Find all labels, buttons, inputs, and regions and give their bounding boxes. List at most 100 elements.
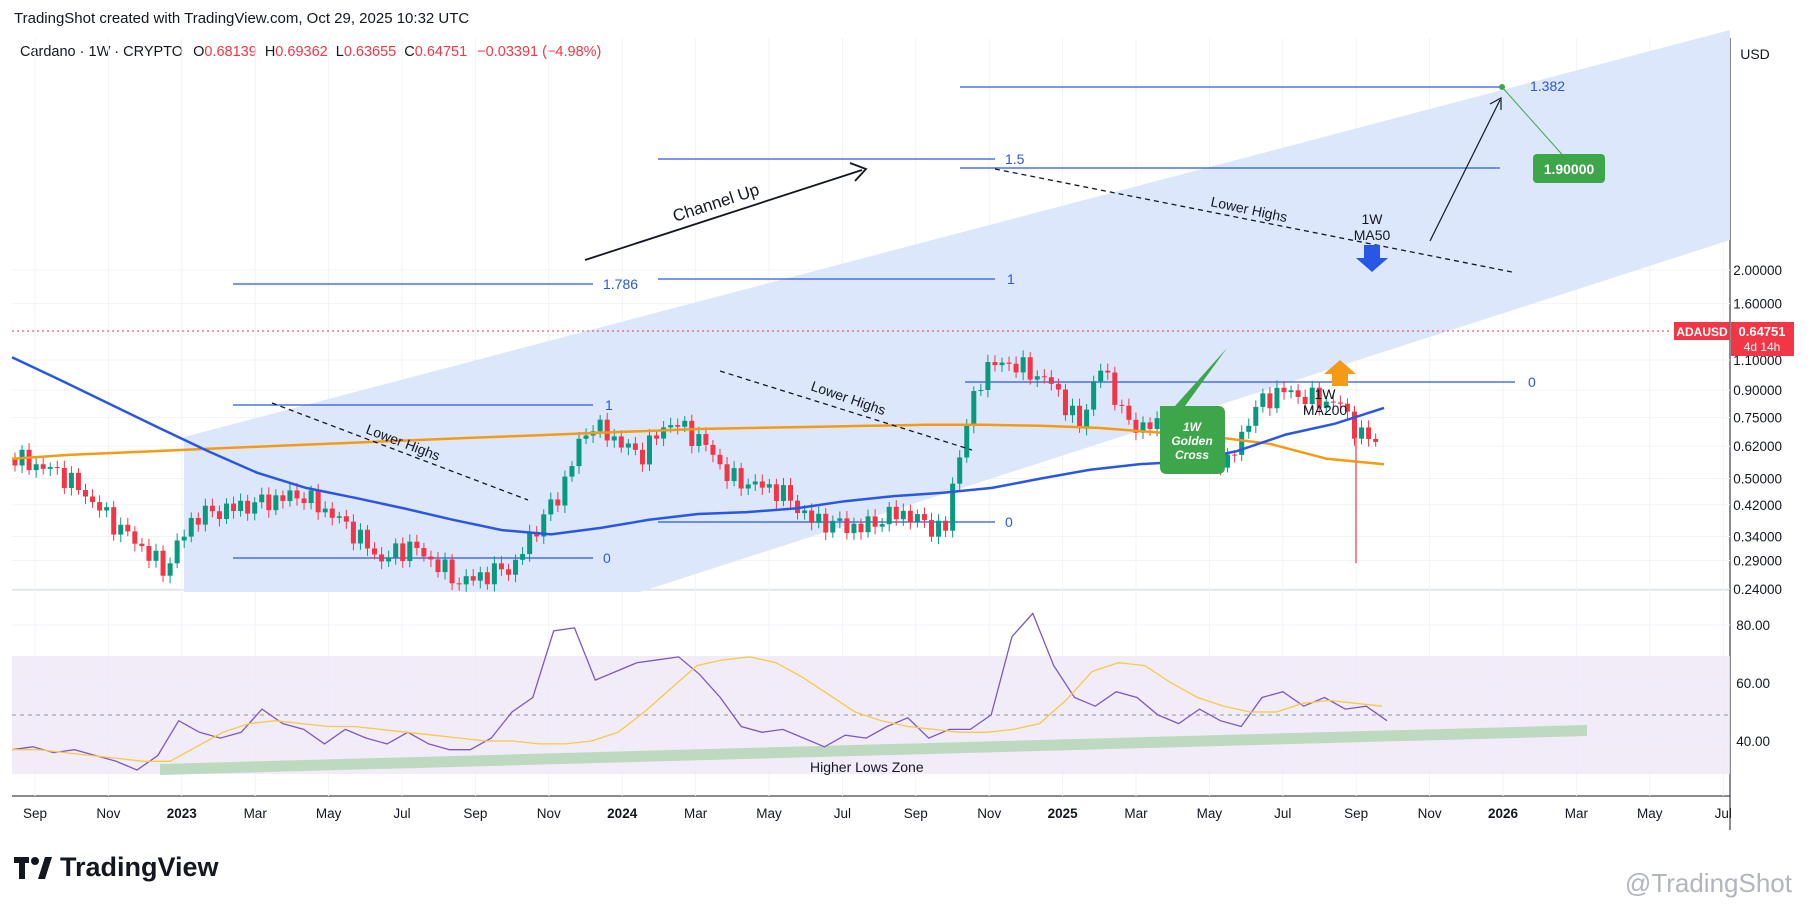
time-tick-label: Sep xyxy=(1344,806,1368,821)
candle-body xyxy=(738,468,744,489)
candle-body xyxy=(900,510,906,520)
candle-body xyxy=(1055,383,1061,390)
higher-lows-zone-label: Higher Lows Zone xyxy=(810,759,924,775)
candle-body xyxy=(421,548,427,557)
candle-body xyxy=(830,520,836,533)
candle-body xyxy=(943,520,949,531)
candle-body xyxy=(929,520,934,537)
tradingshot-watermark: @TradingShot xyxy=(1624,868,1792,898)
candle-body xyxy=(795,500,801,514)
candle-body xyxy=(238,500,244,512)
candle-body xyxy=(696,434,702,446)
brand-name: TradingView xyxy=(60,852,219,882)
golden-cross-label-1: 1W xyxy=(1183,420,1203,434)
fib-label: 1.382 xyxy=(1530,78,1565,94)
candle-body xyxy=(280,495,286,501)
golden-cross-badge xyxy=(1160,348,1227,474)
price-tick-label: 2.00000 xyxy=(1733,263,1782,278)
candle-body xyxy=(780,485,786,501)
candle-body xyxy=(1344,403,1350,412)
target-point xyxy=(1499,84,1505,90)
candle-body xyxy=(562,476,568,506)
tradingview-logo[interactable]: TradingView xyxy=(14,852,219,883)
ma200-label-1: 1W xyxy=(1315,386,1337,402)
candle-body xyxy=(308,490,314,504)
candle-body xyxy=(724,464,730,482)
candle-body xyxy=(47,467,53,469)
candle-body xyxy=(1077,405,1083,428)
candle-body xyxy=(682,420,688,427)
candle-body xyxy=(273,495,279,511)
candle-body xyxy=(118,524,124,535)
candle-body xyxy=(252,502,258,514)
candle-body xyxy=(1288,390,1294,393)
candle-body xyxy=(865,516,871,533)
price-tick-label: 1.60000 xyxy=(1733,297,1782,312)
candle-body xyxy=(703,434,709,445)
candle-body xyxy=(541,514,547,537)
time-tick-label: Jul xyxy=(834,806,851,821)
time-axis[interactable]: Sep Nov 2023 Mar May Jul Sep Nov 2024 Mar May Jul Se… xyxy=(23,806,1732,821)
price-axis[interactable]: 2.000001.600001.300001.100000.900000.750… xyxy=(1733,263,1782,597)
candle-body xyxy=(950,483,956,531)
price-badge xyxy=(1731,322,1794,356)
candle-body xyxy=(1295,390,1301,397)
candle-body xyxy=(957,457,963,484)
candle-body xyxy=(1126,405,1132,420)
candle-body xyxy=(1337,402,1343,404)
candle-body xyxy=(851,523,857,534)
candle-body xyxy=(752,481,758,485)
currency-label[interactable]: USD xyxy=(1740,46,1770,62)
fib-label: 0 xyxy=(1005,514,1013,530)
candle-body xyxy=(132,531,138,544)
candle-body xyxy=(1112,372,1118,405)
candle-body xyxy=(618,436,624,448)
candle-body xyxy=(583,435,589,439)
candle-body xyxy=(1260,393,1266,407)
candle-body xyxy=(1013,363,1019,373)
candle-body xyxy=(689,420,695,446)
candle-body xyxy=(33,464,39,471)
candle-body xyxy=(449,559,455,584)
candle-body xyxy=(1133,419,1139,433)
candle-body xyxy=(992,362,998,366)
time-tick-label: Jul xyxy=(1274,806,1291,821)
target-connector xyxy=(1501,86,1568,161)
rsi-axis[interactable]: 80.00 60.00 40.00 xyxy=(1736,618,1770,749)
channel-arrow-head xyxy=(849,162,868,182)
candle-body xyxy=(428,556,434,560)
candle-body xyxy=(146,546,152,561)
candle-body xyxy=(907,510,913,523)
candle-body xyxy=(470,576,476,581)
candle-body xyxy=(668,425,674,428)
time-tick-label: Jul xyxy=(1715,806,1732,821)
candle-body xyxy=(886,506,892,525)
candle-body xyxy=(174,540,180,564)
candle-body xyxy=(216,511,222,519)
candle-body xyxy=(1062,389,1068,416)
price-tick-label: 0.62000 xyxy=(1733,439,1782,454)
candle-body xyxy=(766,484,772,488)
time-tick-label: Mar xyxy=(244,806,268,821)
rsi-tick-label: 60.00 xyxy=(1736,676,1770,691)
candle-body xyxy=(710,444,716,455)
candle-body xyxy=(12,458,18,466)
candle-body xyxy=(858,523,864,533)
candle-body xyxy=(985,362,991,390)
candle-body xyxy=(816,513,822,523)
candle-body xyxy=(111,507,117,535)
candle-body xyxy=(759,481,765,488)
candle-body xyxy=(921,514,927,521)
candle-body xyxy=(661,427,667,439)
time-tick-label: Mar xyxy=(684,806,708,821)
rsi-tick-label: 80.00 xyxy=(1736,618,1770,633)
candle-body xyxy=(1225,454,1231,468)
time-tick-label: 2024 xyxy=(607,806,638,821)
created-by-header: TradingShot created with TradingView.com… xyxy=(14,10,470,27)
time-tick-label: Nov xyxy=(96,806,120,821)
candle-body xyxy=(400,543,406,562)
price-tick-label: 0.50000 xyxy=(1733,472,1782,487)
time-tick-label: Mar xyxy=(1124,806,1148,821)
candle-body xyxy=(978,389,984,392)
